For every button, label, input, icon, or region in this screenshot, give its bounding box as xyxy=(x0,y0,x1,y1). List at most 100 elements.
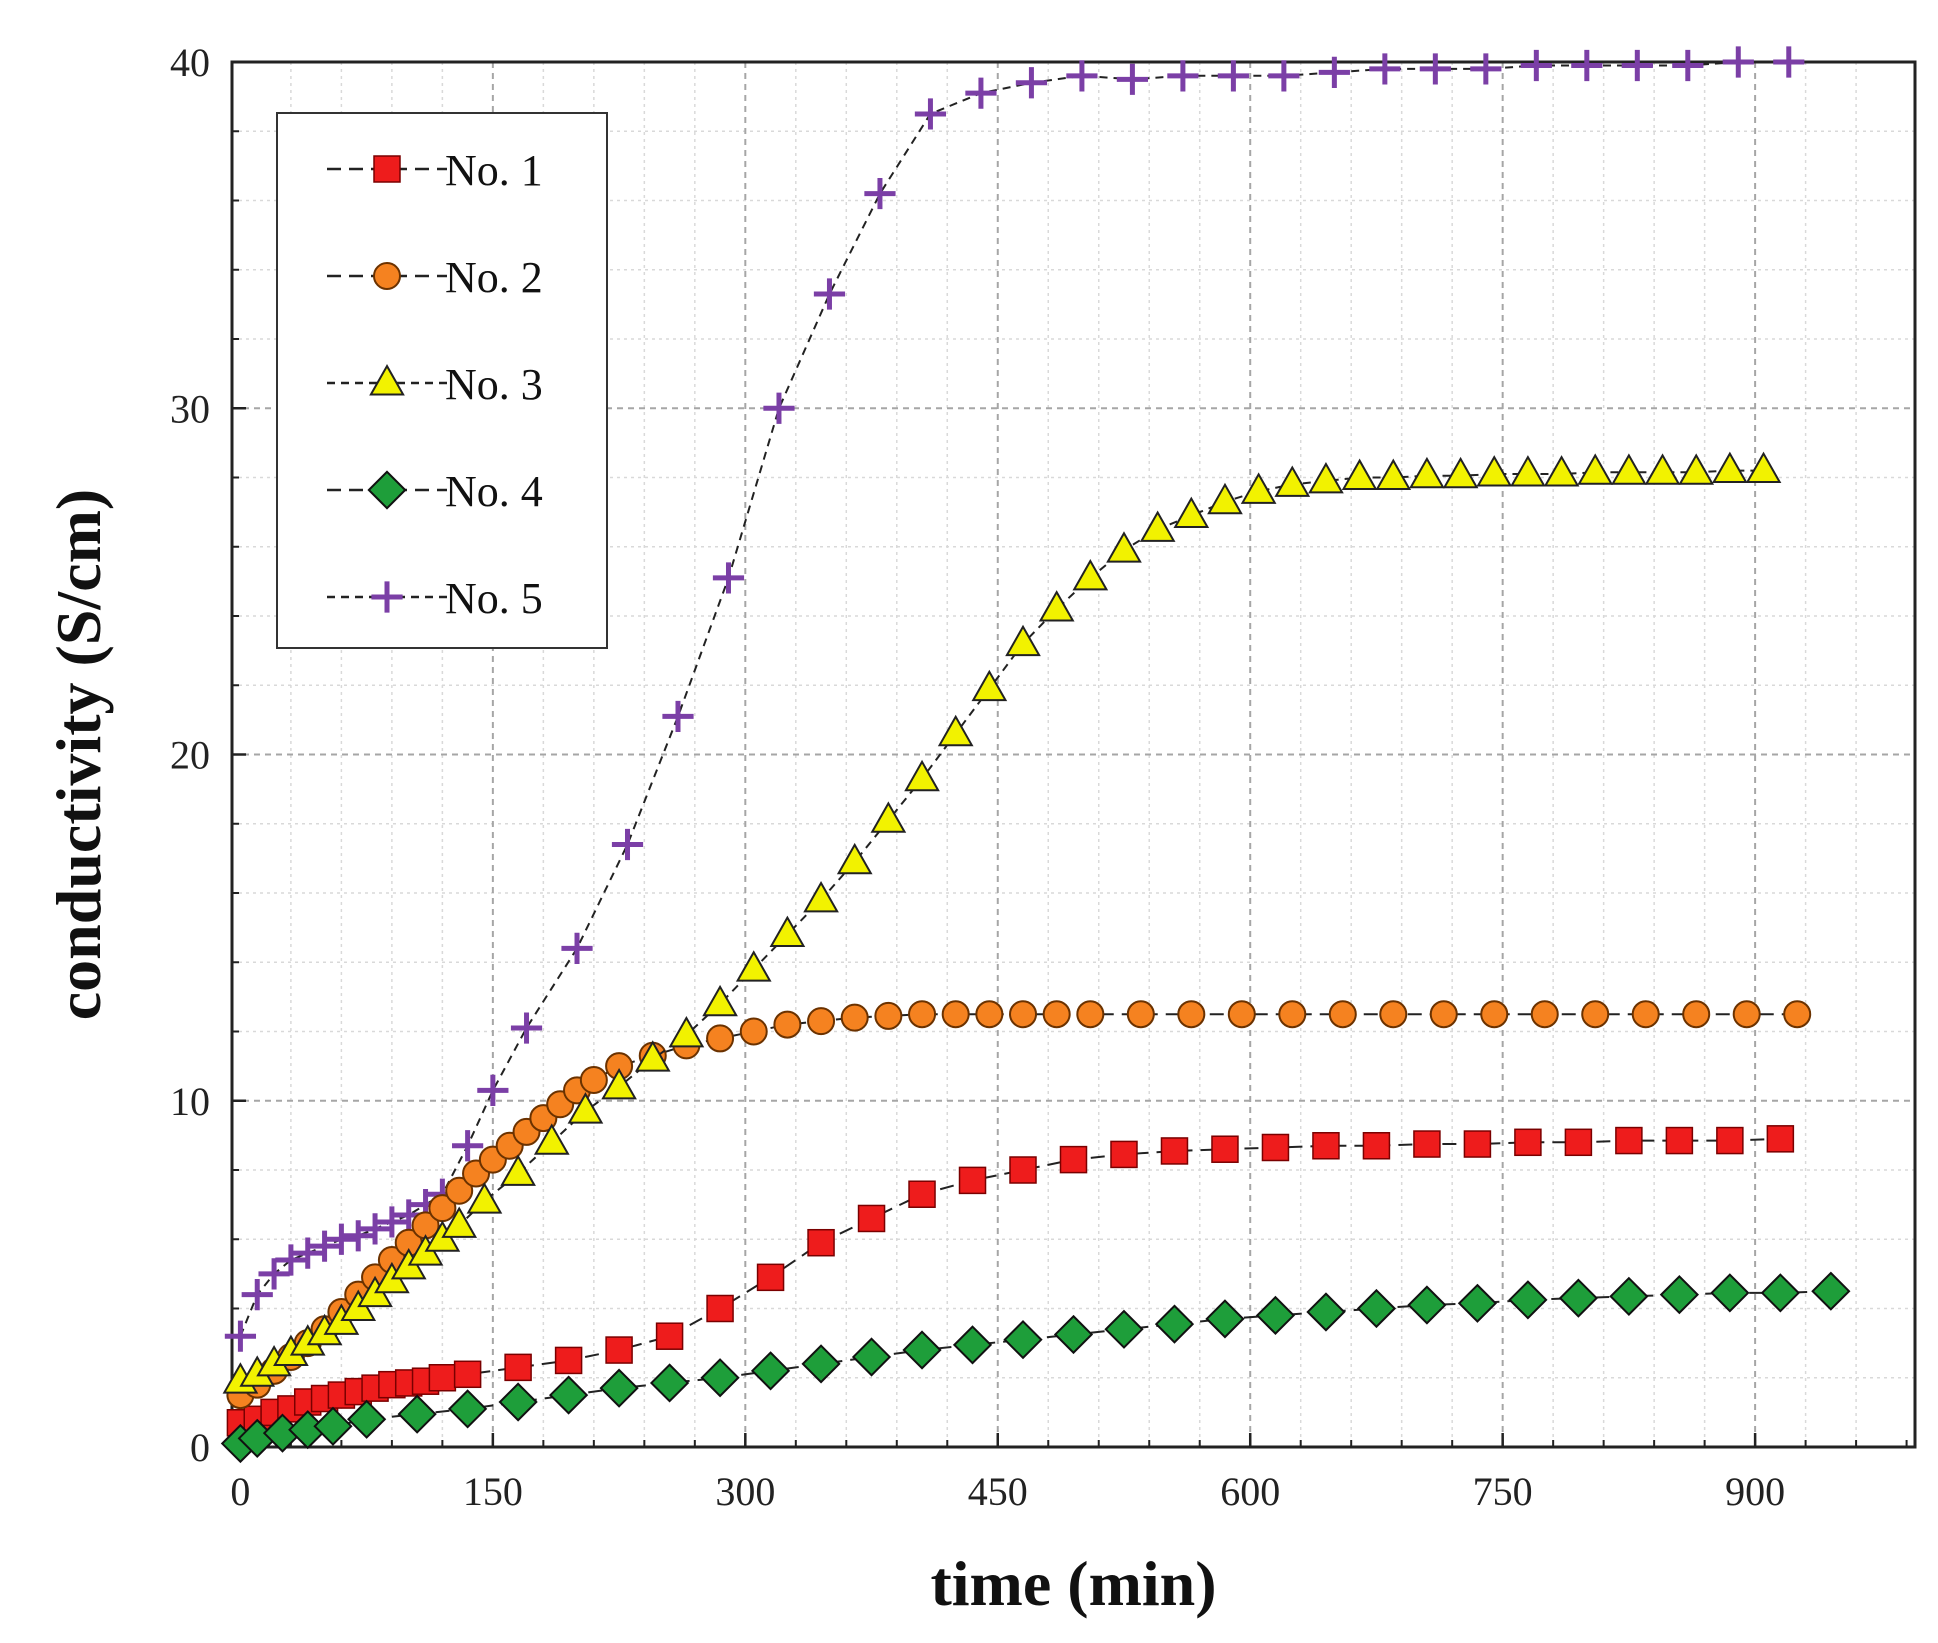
data-point-no-4 xyxy=(902,1330,942,1370)
data-point-no-1 xyxy=(1665,1126,1694,1155)
data-point-no-5 xyxy=(965,77,997,109)
y-tick-label: 30 xyxy=(170,386,210,431)
x-tick-label: 150 xyxy=(463,1469,523,1514)
data-point-no-2 xyxy=(1783,1000,1812,1029)
data-point-no-4 xyxy=(1356,1288,1397,1329)
data-point-no-4 xyxy=(397,1394,437,1434)
data-point-no-5 xyxy=(712,562,745,594)
data-point-no-4 xyxy=(1306,1292,1346,1332)
data-point-no-3 xyxy=(1745,451,1782,484)
x-tick-label: 900 xyxy=(1725,1469,1785,1514)
data-point-no-3 xyxy=(1173,496,1210,529)
data-point-no-3 xyxy=(533,1123,570,1155)
data-point-no-1 xyxy=(1362,1132,1391,1160)
data-point-no-1 xyxy=(1564,1128,1593,1157)
data-point-no-3 xyxy=(1712,451,1748,484)
data-point-no-1 xyxy=(1211,1135,1239,1163)
data-point-no-3 xyxy=(1240,472,1277,504)
data-point-no-3 xyxy=(1510,455,1546,487)
data-point-no-1 xyxy=(1766,1125,1795,1153)
data-point-no-3 xyxy=(466,1182,503,1214)
data-point-no-5 xyxy=(241,1279,273,1311)
data-point-no-5 xyxy=(1470,53,1502,85)
data-point-no-4 xyxy=(1558,1278,1599,1318)
legend: No. 1 No. 2 No. 3 No. 4 No. 5 xyxy=(276,112,608,649)
data-point-no-4 xyxy=(1205,1299,1245,1339)
data-point-no-2 xyxy=(1177,1000,1206,1029)
data-point-no-3 xyxy=(1274,465,1311,497)
data-point-no-4 xyxy=(498,1382,538,1422)
data-point-no-3 xyxy=(971,669,1008,702)
data-point-no-4 xyxy=(1053,1314,1094,1355)
data-point-no-2 xyxy=(1328,1000,1357,1029)
data-point-no-3 xyxy=(1038,590,1075,622)
data-point-no-3 xyxy=(441,1206,478,1238)
data-point-no-4 xyxy=(347,1399,387,1439)
data-point-no-1 xyxy=(428,1364,457,1392)
data-point-no-2 xyxy=(579,1065,608,1094)
data-point-no-5 xyxy=(510,1012,543,1044)
data-point-no-3 xyxy=(1375,458,1412,490)
data-point-no-4 xyxy=(1508,1280,1548,1320)
legend-marker-no-5 xyxy=(371,581,403,613)
data-point-no-2 xyxy=(874,1001,903,1030)
data-point-no-4 xyxy=(548,1375,589,1415)
data-point-no-4 xyxy=(801,1344,841,1384)
minor-grid xyxy=(232,62,1915,1447)
data-point-no-1 xyxy=(453,1360,482,1389)
data-point-no-5 xyxy=(359,1213,391,1245)
series-no-3 xyxy=(222,451,1782,1394)
data-point-no-2 xyxy=(1278,1000,1307,1029)
y-axis-title: conductivity (S/cm) xyxy=(43,489,114,1021)
data-point-no-2 xyxy=(1126,1000,1155,1029)
data-point-no-1 xyxy=(1312,1132,1340,1160)
data-point-no-2 xyxy=(1480,1000,1509,1029)
data-point-no-2 xyxy=(1076,1000,1105,1029)
data-point-no-4 xyxy=(313,1406,353,1446)
data-point-no-3 xyxy=(601,1067,637,1100)
data-point-no-3 xyxy=(1577,453,1614,485)
data-point-no-5 xyxy=(1672,49,1704,82)
data-point-no-5 xyxy=(1015,67,1048,99)
data-point-no-5 xyxy=(258,1258,290,1290)
data-point-no-3 xyxy=(904,759,940,792)
data-point-no-3 xyxy=(1644,453,1681,485)
data-point-no-2 xyxy=(908,1000,937,1029)
data-point-no-5 xyxy=(1116,63,1149,95)
data-point-no-5 xyxy=(1621,49,1653,82)
data-point-no-2 xyxy=(807,1007,836,1036)
tick-labels: 0 150 300 450 600 750 900 0 10 20 30 40 xyxy=(170,40,1785,1514)
data-point-no-4 xyxy=(1154,1304,1195,1344)
data-point-no-5 xyxy=(477,1074,509,1106)
data-point-no-2 xyxy=(840,1003,869,1032)
data-point-no-3 xyxy=(937,714,974,747)
data-point-no-5 xyxy=(1571,49,1603,82)
data-point-no-1 xyxy=(1615,1126,1643,1155)
legend-item-no-4: No. 4 xyxy=(327,467,543,516)
data-point-no-4 xyxy=(1003,1320,1043,1360)
data-point-no-2 xyxy=(1732,1000,1761,1029)
data-point-no-4 xyxy=(1255,1295,1296,1336)
data-point-no-5 xyxy=(224,1320,257,1352)
legend-marker-no-2 xyxy=(373,262,401,290)
data-point-no-3 xyxy=(702,984,738,1017)
data-point-no-3 xyxy=(803,880,839,913)
data-point-no-2 xyxy=(1042,1000,1071,1029)
data-point-no-2 xyxy=(706,1024,735,1053)
data-point-no-5 xyxy=(1722,46,1754,78)
series-no-4 xyxy=(220,1271,1851,1464)
data-point-no-5 xyxy=(292,1237,324,1269)
data-point-no-4 xyxy=(1659,1275,1699,1315)
legend-item-no-3: No. 3 xyxy=(327,360,543,409)
x-tick-label: 300 xyxy=(715,1469,775,1514)
data-point-no-5 xyxy=(763,392,795,424)
data-point-no-1 xyxy=(857,1204,886,1233)
data-point-no-3 xyxy=(836,842,873,875)
data-point-no-3 xyxy=(1409,456,1445,489)
data-point-no-1 xyxy=(1514,1128,1542,1157)
legend-marker-no-3 xyxy=(369,364,405,396)
data-point-no-4 xyxy=(952,1325,993,1365)
data-point-no-2 xyxy=(1631,1000,1660,1029)
data-point-no-5 xyxy=(1419,53,1451,85)
data-point-no-5 xyxy=(342,1220,374,1252)
